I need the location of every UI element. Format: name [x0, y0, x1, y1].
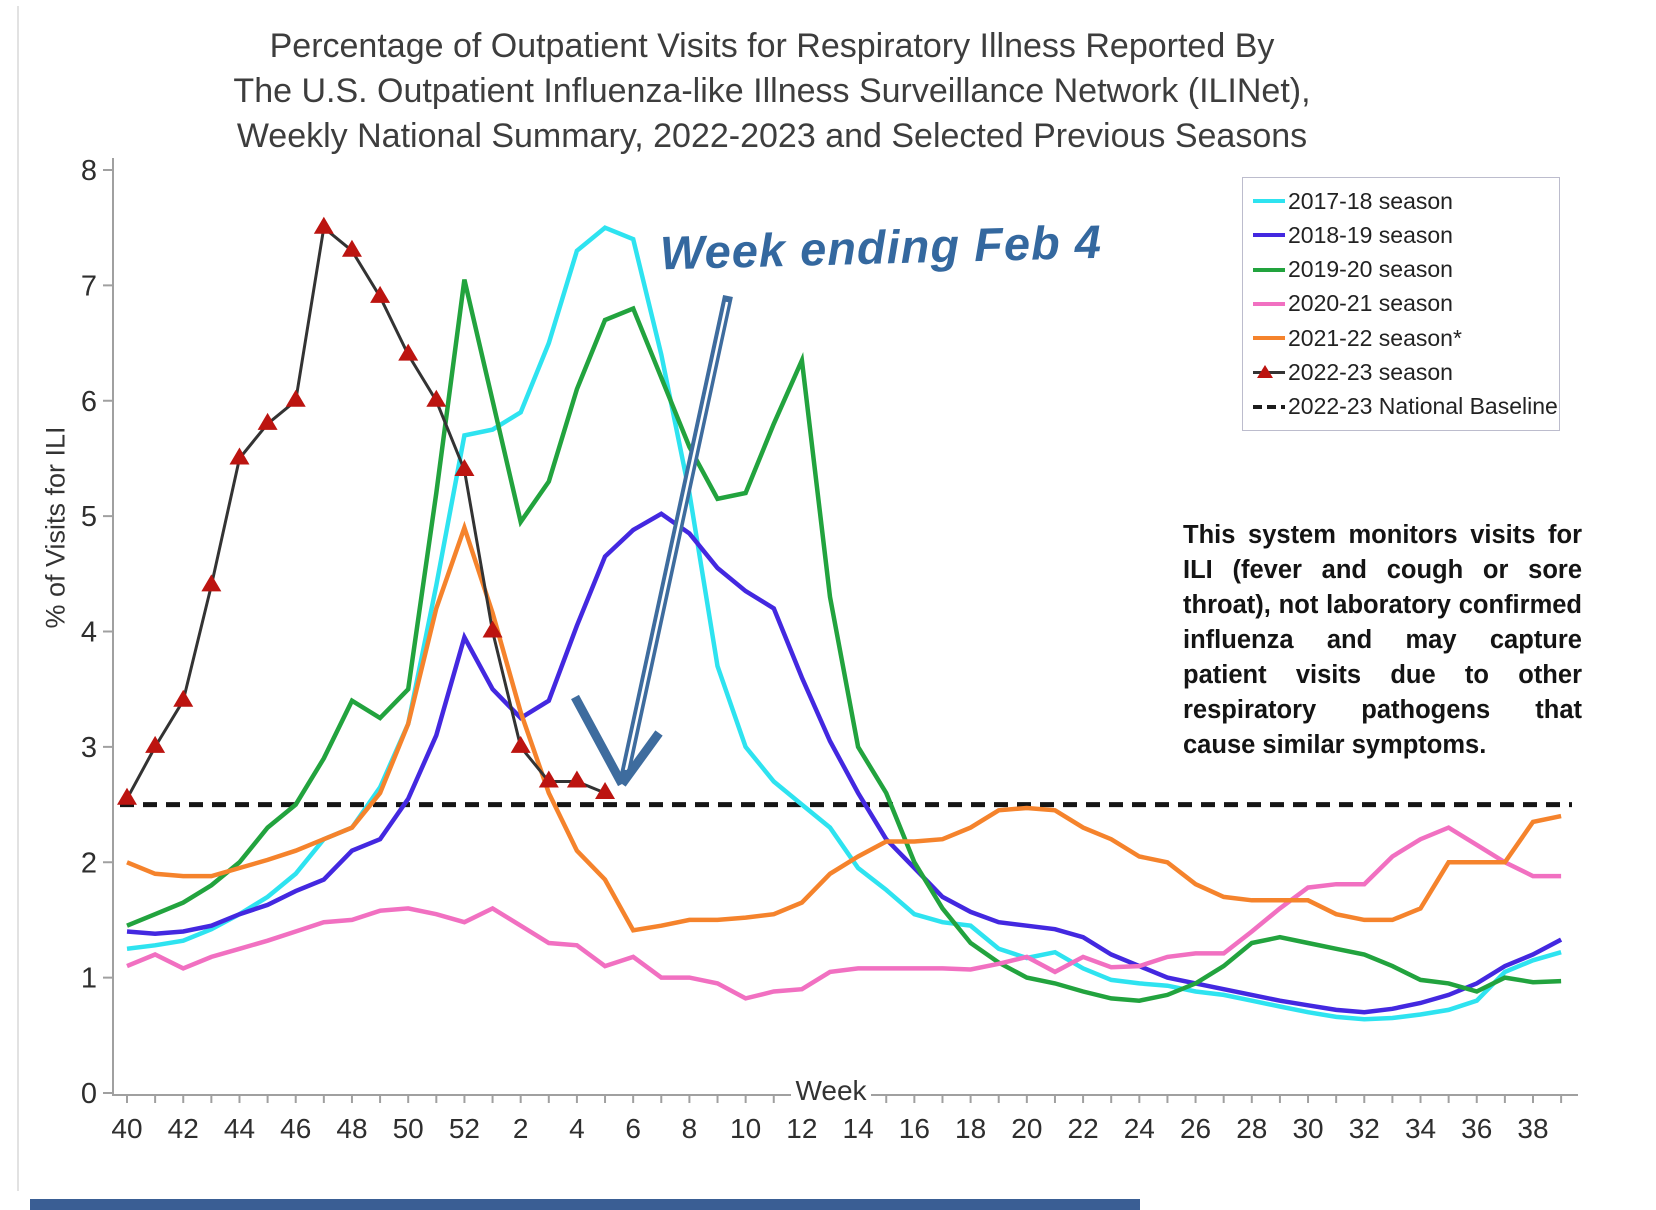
chart-title-line2: The U.S. Outpatient Influenza-like Illne…: [233, 72, 1311, 110]
data-point-marker-triangle: [482, 620, 503, 638]
legend-dashed-swatch: [1253, 399, 1285, 415]
series-line-2022-23-season: [125, 224, 606, 800]
legend-line-swatch: [1253, 193, 1285, 209]
annotation-arrow-barb-left: [571, 694, 626, 787]
x-tick-label: 16: [899, 1113, 930, 1144]
x-tick-label: 44: [224, 1113, 255, 1144]
x-tick-label: 48: [336, 1113, 367, 1144]
y-tick-label: 7: [81, 270, 97, 302]
x-tick-label: 32: [1349, 1113, 1380, 1144]
y-tick-label: 1: [81, 963, 97, 995]
page-left-border: [17, 6, 19, 1191]
y-tick-label: 4: [81, 617, 97, 649]
x-tick-label: 50: [393, 1113, 424, 1144]
y-tick-label: 2: [81, 847, 97, 879]
data-point-marker-triangle: [454, 458, 475, 476]
x-tick-label: 18: [955, 1113, 986, 1144]
x-axis-title: Week: [791, 1075, 871, 1107]
triangle-marker-icon: [1257, 364, 1273, 378]
legend-entry-2022-23-season: 2022-23 season: [1253, 356, 1559, 390]
x-tick-label: 46: [280, 1113, 311, 1144]
x-tick-label: 26: [1180, 1113, 1211, 1144]
data-point-marker-triangle: [145, 735, 166, 753]
legend-entry-2021-22-season-: 2021-22 season*: [1253, 321, 1559, 355]
data-point-marker-triangle: [257, 412, 278, 430]
y-tick-label: 0: [81, 1078, 97, 1110]
x-tick-label: 22: [1068, 1113, 1099, 1144]
legend-entry-label: 2018-19 season: [1288, 221, 1453, 248]
series-line-2019-20-season: [126, 279, 1562, 1003]
x-tick-label: 28: [1236, 1113, 1267, 1144]
legend-entry-2019-20-season: 2019-20 season: [1253, 253, 1559, 287]
annotation-arrow-shaft-inner: [624, 301, 729, 771]
legend-entry-2018-19-season: 2018-19 season: [1253, 218, 1559, 252]
legend-box: 2017-18 season 2018-19 season 2019-20 seas…: [1242, 177, 1560, 431]
legend-entry-2022-23-national-baseline: 2022-23 National Baseline: [1253, 390, 1559, 424]
data-point-marker-triangle: [313, 216, 334, 234]
data-point-marker-triangle: [285, 389, 306, 407]
x-tick-label: 14: [843, 1113, 874, 1144]
x-tick-label: 20: [1011, 1113, 1042, 1144]
note-text: This system monitors visits for ILI (fev…: [1183, 521, 1582, 759]
bottom-window-edge: [30, 1199, 1140, 1210]
legend-line-swatch: [1253, 227, 1285, 243]
y-tick-label: 3: [81, 732, 97, 764]
y-tick-label: 8: [81, 155, 97, 187]
x-tick-label: 2: [513, 1113, 529, 1144]
y-tick-label: 5: [81, 501, 97, 533]
x-tick-label: 6: [625, 1113, 641, 1144]
x-tick-label: 10: [730, 1113, 761, 1144]
data-point-marker-triangle: [510, 735, 531, 753]
legend-line-swatch: [1253, 330, 1285, 346]
series-line-2018-19-season: [126, 511, 1563, 1015]
data-point-marker-triangle: [398, 343, 419, 361]
series-line-2020-21-season: [126, 825, 1562, 1001]
x-tick-label: 40: [111, 1113, 142, 1144]
x-tick-label: 52: [449, 1113, 480, 1144]
legend-entry-label: 2019-20 season: [1288, 256, 1453, 283]
data-point-marker-triangle: [595, 782, 616, 800]
data-point-marker-triangle: [117, 787, 137, 805]
legend-entry-label: 2022-23 National Baseline: [1288, 393, 1558, 420]
chart-title: Percentage of Outpatient Visits for Resp…: [62, 24, 1482, 159]
x-tick-label: 8: [682, 1113, 698, 1144]
y-tick-label: 6: [81, 386, 97, 418]
legend-entry-label: 2021-22 season*: [1288, 324, 1462, 351]
data-point-marker-triangle: [201, 574, 222, 592]
legend-line-swatch: [1253, 262, 1285, 278]
legend-entry-label: 2020-21 season: [1288, 290, 1453, 317]
data-point-marker-triangle: [229, 447, 250, 465]
data-point-marker-triangle: [341, 239, 362, 257]
x-tick-label: 38: [1517, 1113, 1548, 1144]
legend-triangle-swatch: [1253, 364, 1285, 381]
legend-entry-label: 2022-23 season: [1288, 359, 1453, 386]
data-point-marker-triangle: [566, 770, 587, 788]
legend-entry-2017-18-season: 2017-18 season: [1253, 184, 1559, 218]
x-tick-label: 36: [1461, 1113, 1492, 1144]
legend-line-swatch: [1253, 296, 1285, 312]
x-tick-label: 42: [168, 1113, 199, 1144]
data-point-marker-triangle: [426, 389, 447, 407]
x-tick-label: 30: [1292, 1113, 1323, 1144]
annotation-arrow-barb-right: [618, 730, 663, 787]
data-point-marker-triangle: [370, 285, 391, 303]
x-tick-label: 24: [1124, 1113, 1155, 1144]
legend-entry-2020-21-season: 2020-21 season: [1253, 287, 1559, 321]
chart-title-line1: Percentage of Outpatient Visits for Resp…: [269, 27, 1275, 65]
data-point-marker-triangle: [173, 689, 194, 707]
legend-entry-label: 2017-18 season: [1288, 187, 1453, 214]
x-tick-label: 12: [786, 1113, 817, 1144]
x-tick-label: 34: [1405, 1113, 1436, 1144]
series-line-2021-22-season-: [126, 520, 1562, 933]
chart-title-line3: Weekly National Summary, 2022-2023 and S…: [236, 117, 1308, 155]
data-point-marker-triangle: [538, 770, 559, 788]
x-tick-label: 4: [569, 1113, 585, 1144]
